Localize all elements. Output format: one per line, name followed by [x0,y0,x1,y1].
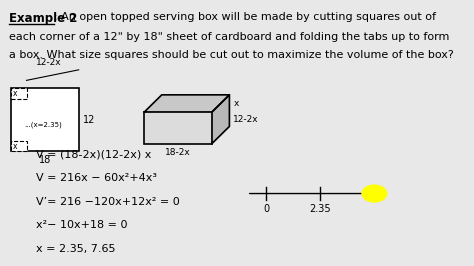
Polygon shape [145,95,229,112]
Text: 18: 18 [39,155,51,165]
Bar [11,88,79,151]
Text: x: x [233,99,238,108]
Circle shape [362,185,387,202]
Text: 18-2x: 18-2x [165,148,191,157]
Text: x: x [13,89,18,98]
Text: a box. What size squares should be cut out to maximize the volume of the box?: a box. What size squares should be cut o… [9,50,454,60]
Text: each corner of a 12" by 18" sheet of cardboard and folding the tabs up to form: each corner of a 12" by 18" sheet of car… [9,32,449,42]
Bar [11,88,27,99]
Text: ...(x=2.35): ...(x=2.35) [25,122,62,128]
Text: x²− 10x+18 = 0: x²− 10x+18 = 0 [36,221,128,230]
Polygon shape [212,95,229,144]
Text: V = 216x − 60x²+4x³: V = 216x − 60x²+4x³ [36,173,157,183]
Text: V = (18-2x)(12-2x) x: V = (18-2x)(12-2x) x [36,149,152,159]
Text: V’= 216 −120x+12x² = 0: V’= 216 −120x+12x² = 0 [36,197,180,207]
Bar [145,112,212,144]
Text: x: x [13,142,18,151]
Bar [11,141,27,151]
Text: : An open topped serving box will be made by cutting squares out of: : An open topped serving box will be mad… [54,12,436,22]
Text: 12-2x: 12-2x [36,58,62,67]
Text: 12: 12 [82,115,95,125]
Text: 0: 0 [263,204,269,214]
Text: x = 2.35, 7.65: x = 2.35, 7.65 [36,244,116,254]
Text: 12-2x: 12-2x [233,115,259,124]
Text: Example 2: Example 2 [9,12,77,25]
Text: 2.35: 2.35 [310,204,331,214]
